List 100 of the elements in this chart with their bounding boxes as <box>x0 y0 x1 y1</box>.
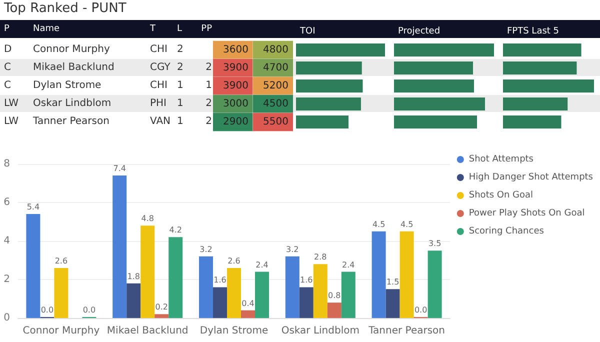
data-label: 0.2 <box>155 302 168 312</box>
legend-label: Scoring Chances <box>468 226 544 236</box>
legend-label: Shot Attempts <box>468 154 534 164</box>
bar <box>503 62 577 74</box>
data-label: 2.6 <box>228 256 240 266</box>
bar <box>241 310 255 318</box>
x-tick-label: Mikael Backlund <box>106 326 188 336</box>
data-label: 5500 <box>263 116 288 128</box>
category-label: Mikael Backlund <box>33 62 114 73</box>
bar <box>394 44 494 56</box>
bar <box>386 289 400 318</box>
data-label: 3.5 <box>428 239 442 248</box>
data-label: 1.6 <box>214 276 226 285</box>
bar <box>341 272 356 318</box>
legend-label: Power Play Shots On Goal <box>468 208 585 218</box>
text: 1 <box>177 98 184 109</box>
text: LW <box>4 98 19 109</box>
text: 2 <box>206 116 212 127</box>
bar <box>126 283 141 318</box>
x-tick-label: Oskar Lindblom <box>281 326 360 336</box>
data-label: 0.0 <box>82 306 96 314</box>
data-label: 4500 <box>263 98 288 110</box>
bar <box>54 268 68 318</box>
text: CGY <box>150 62 170 73</box>
bar <box>140 226 155 318</box>
data-label: 7.4 <box>113 164 126 174</box>
data-label: 4.8 <box>141 214 154 224</box>
chart-title: Projected <box>398 26 440 36</box>
data-label: 2.8 <box>314 252 327 262</box>
category-label: Connor Murphy <box>33 44 110 55</box>
legend-label: Shots On Goal <box>468 190 534 200</box>
bar <box>168 237 183 318</box>
data-label: 3.2 <box>200 244 212 254</box>
bar <box>296 44 385 56</box>
text: VAN <box>150 116 171 127</box>
data-label: 1.5 <box>386 278 400 287</box>
bar <box>503 80 594 92</box>
text: 2 <box>206 98 212 109</box>
text: 2 <box>177 44 184 55</box>
bar <box>296 62 362 74</box>
text: 1 <box>206 80 212 91</box>
data-label: 5.4 <box>26 202 40 212</box>
category-label: Dylan Strome <box>33 80 102 91</box>
text: Top Ranked - PUNT <box>4 1 126 16</box>
category-label: T <box>150 23 156 36</box>
data-label: 3900 <box>223 80 248 92</box>
legend-label: High Danger Shot Attempts <box>468 172 594 182</box>
bar <box>299 287 314 318</box>
bar <box>255 272 269 318</box>
data-label: 4.5 <box>372 220 386 229</box>
y-tick-label: 4 <box>4 236 10 246</box>
data-label: 4.2 <box>169 226 182 235</box>
text: 2 <box>177 62 184 73</box>
y-tick-label: 2 <box>4 274 10 285</box>
text: CHI <box>150 44 168 55</box>
bar <box>112 176 127 318</box>
y-tick-label: 0 <box>4 312 10 324</box>
category-label: L <box>177 23 184 36</box>
chart-title: FPTS Last 5 <box>507 26 560 36</box>
bar <box>227 268 241 318</box>
data-label: 0.0 <box>40 306 54 314</box>
category-label: Oskar Lindblom <box>33 98 112 109</box>
data-label: 2.6 <box>54 256 68 266</box>
y-tick-label: 6 <box>4 197 10 208</box>
x-tick-label: Connor Murphy <box>22 326 100 336</box>
text: 1 <box>177 116 184 127</box>
data-label: 2900 <box>223 116 248 128</box>
bar <box>428 250 442 318</box>
category-label: PP <box>200 23 212 36</box>
bar <box>296 98 361 110</box>
x-tick-label: Dylan Strome <box>200 326 268 336</box>
bar <box>154 314 169 318</box>
category-label: Tanner Pearson <box>33 116 110 127</box>
category-label: Name <box>33 23 61 36</box>
bar <box>503 44 582 56</box>
data-label: 4800 <box>263 44 288 56</box>
bar <box>327 302 342 318</box>
text: LW <box>4 116 19 127</box>
data-label: 3.2 <box>286 244 299 254</box>
bar <box>296 116 349 128</box>
bar <box>503 116 562 128</box>
bar <box>26 214 40 318</box>
bar <box>394 116 477 128</box>
text: C <box>4 62 11 73</box>
bar <box>199 256 213 318</box>
bar <box>213 287 227 318</box>
data-label: 3000 <box>223 98 248 110</box>
text: CHI <box>150 80 168 91</box>
text: 1 <box>177 80 184 91</box>
data-label: 0.4 <box>242 298 254 308</box>
data-label: 3600 <box>223 44 248 56</box>
data-label: 5200 <box>263 80 288 92</box>
data-label: 4700 <box>263 62 288 74</box>
bar <box>394 98 485 110</box>
bar <box>394 62 473 74</box>
data-label: 2.4 <box>256 260 268 270</box>
text: D <box>4 44 12 55</box>
x-tick-label: Tanner Pearson <box>368 326 446 336</box>
bar <box>394 80 474 92</box>
text: 2 <box>206 62 212 73</box>
